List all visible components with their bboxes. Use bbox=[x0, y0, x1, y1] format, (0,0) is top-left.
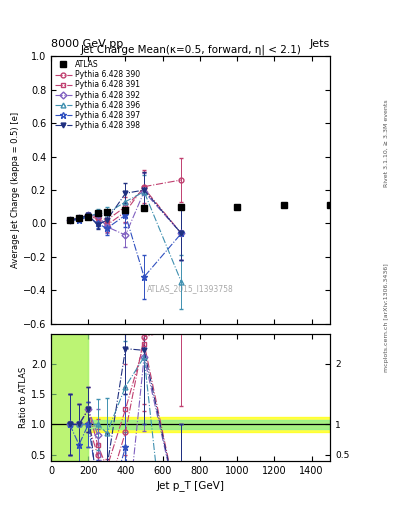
Text: Rivet 3.1.10, ≥ 3.3M events: Rivet 3.1.10, ≥ 3.3M events bbox=[384, 99, 389, 187]
Title: Jet Charge Mean(κ=0.5, forward, η| < 2.1): Jet Charge Mean(κ=0.5, forward, η| < 2.1… bbox=[80, 44, 301, 55]
Legend: ATLAS, Pythia 6.428 390, Pythia 6.428 391, Pythia 6.428 392, Pythia 6.428 396, P: ATLAS, Pythia 6.428 390, Pythia 6.428 39… bbox=[53, 58, 141, 132]
Y-axis label: Ratio to ATLAS: Ratio to ATLAS bbox=[19, 367, 28, 428]
X-axis label: Jet p_T [GeV]: Jet p_T [GeV] bbox=[156, 480, 225, 490]
Text: Jets: Jets bbox=[310, 38, 330, 49]
Text: 8000 GeV pp: 8000 GeV pp bbox=[51, 38, 123, 49]
Y-axis label: Average Jet Charge (kappa = 0.5) [e]: Average Jet Charge (kappa = 0.5) [e] bbox=[11, 112, 20, 268]
Text: mcplots.cern.ch [arXiv:1306.3436]: mcplots.cern.ch [arXiv:1306.3436] bbox=[384, 263, 389, 372]
Text: ATLAS_2015_I1393758: ATLAS_2015_I1393758 bbox=[147, 284, 234, 293]
